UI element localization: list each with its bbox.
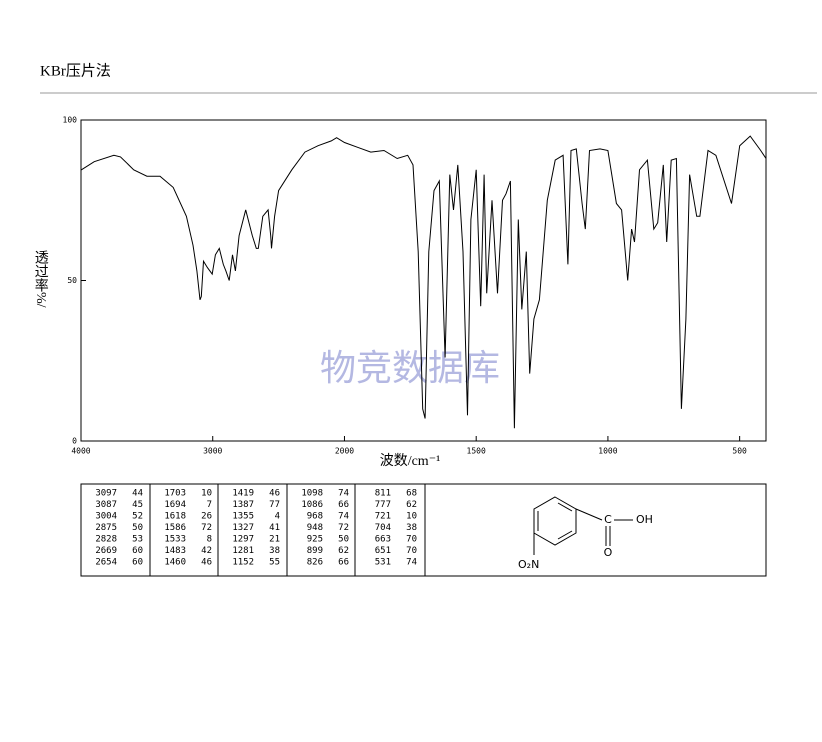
peak-transmittance: 44 bbox=[132, 489, 143, 499]
peak-transmittance: 53 bbox=[132, 535, 143, 545]
structure-label: O bbox=[604, 546, 613, 559]
peak-transmittance: 66 bbox=[338, 558, 349, 568]
peak-transmittance: 72 bbox=[338, 523, 349, 533]
peak-transmittance: 74 bbox=[338, 512, 349, 522]
peak-transmittance: 70 bbox=[406, 535, 417, 545]
structure-label: OH bbox=[636, 513, 653, 526]
x-tick-label: 1000 bbox=[598, 447, 617, 456]
peak-wavenumber: 1694 bbox=[164, 500, 186, 510]
peak-wavenumber: 1533 bbox=[164, 535, 186, 545]
peak-wavenumber: 1618 bbox=[164, 512, 186, 522]
peak-transmittance: 70 bbox=[406, 546, 417, 556]
peak-transmittance: 74 bbox=[338, 489, 349, 499]
peak-transmittance: 77 bbox=[269, 500, 280, 510]
x-tick-label: 3000 bbox=[203, 447, 222, 456]
structure-label: O₂N bbox=[518, 558, 539, 571]
peak-wavenumber: 2669 bbox=[95, 546, 117, 556]
peak-wavenumber: 1297 bbox=[232, 535, 254, 545]
peak-transmittance: 50 bbox=[132, 523, 143, 533]
peak-wavenumber: 811 bbox=[375, 489, 391, 499]
peak-wavenumber: 1355 bbox=[232, 512, 254, 522]
peak-transmittance: 42 bbox=[201, 546, 212, 556]
peak-wavenumber: 1086 bbox=[301, 500, 323, 510]
peak-wavenumber: 2828 bbox=[95, 535, 117, 545]
peak-wavenumber: 968 bbox=[307, 512, 323, 522]
peak-transmittance: 10 bbox=[406, 512, 417, 522]
peak-wavenumber: 1152 bbox=[232, 558, 254, 568]
peak-transmittance: 7 bbox=[207, 500, 212, 510]
peak-transmittance: 4 bbox=[275, 512, 280, 522]
peak-wavenumber: 1419 bbox=[232, 489, 254, 499]
peak-transmittance: 60 bbox=[132, 558, 143, 568]
page-title: KBr压片法 bbox=[40, 62, 111, 79]
peak-transmittance: 26 bbox=[201, 512, 212, 522]
peak-transmittance: 38 bbox=[406, 523, 417, 533]
y-tick-label: 0 bbox=[72, 437, 77, 446]
structure bbox=[533, 496, 633, 555]
peak-wavenumber: 1483 bbox=[164, 546, 186, 556]
peak-wavenumber: 3097 bbox=[95, 489, 117, 499]
peak-wavenumber: 1387 bbox=[232, 500, 254, 510]
peak-transmittance: 38 bbox=[269, 546, 280, 556]
peak-wavenumber: 899 bbox=[307, 546, 323, 556]
peak-wavenumber: 1460 bbox=[164, 558, 186, 568]
peak-wavenumber: 3087 bbox=[95, 500, 117, 510]
x-tick-label: 4000 bbox=[71, 447, 90, 456]
peak-transmittance: 46 bbox=[269, 489, 280, 499]
y-axis-label: 透过率%/ bbox=[33, 250, 49, 308]
y-tick-label: 50 bbox=[67, 276, 77, 285]
peak-transmittance: 45 bbox=[132, 500, 143, 510]
x-tick-label: 2000 bbox=[335, 447, 354, 456]
watermark: 物竞数据库 bbox=[320, 348, 500, 389]
peak-wavenumber: 3004 bbox=[95, 512, 117, 522]
peak-wavenumber: 704 bbox=[375, 523, 391, 533]
peak-transmittance: 8 bbox=[207, 535, 212, 545]
peak-table bbox=[80, 483, 767, 577]
peak-wavenumber: 651 bbox=[375, 546, 391, 556]
peak-transmittance: 74 bbox=[406, 558, 417, 568]
peak-wavenumber: 777 bbox=[375, 500, 391, 510]
peak-wavenumber: 1098 bbox=[301, 489, 323, 499]
peak-transmittance: 62 bbox=[338, 546, 349, 556]
peak-wavenumber: 1327 bbox=[232, 523, 254, 533]
peak-transmittance: 41 bbox=[269, 523, 280, 533]
peak-transmittance: 60 bbox=[132, 546, 143, 556]
peak-wavenumber: 531 bbox=[375, 558, 391, 568]
peak-wavenumber: 2654 bbox=[95, 558, 117, 568]
peak-wavenumber: 663 bbox=[375, 535, 391, 545]
peak-transmittance: 72 bbox=[201, 523, 212, 533]
structure-atom: C bbox=[604, 513, 612, 526]
peak-wavenumber: 2875 bbox=[95, 523, 117, 533]
peak-transmittance: 21 bbox=[269, 535, 280, 545]
peak-wavenumber: 925 bbox=[307, 535, 323, 545]
y-tick-label: 100 bbox=[63, 116, 78, 125]
peak-transmittance: 62 bbox=[406, 500, 417, 510]
x-tick-label: 1500 bbox=[467, 447, 486, 456]
peak-wavenumber: 1281 bbox=[232, 546, 254, 556]
peak-wavenumber: 948 bbox=[307, 523, 323, 533]
peak-transmittance: 66 bbox=[338, 500, 349, 510]
peak-transmittance: 55 bbox=[269, 558, 280, 568]
peak-wavenumber: 1703 bbox=[164, 489, 186, 499]
peak-wavenumber: 721 bbox=[375, 512, 391, 522]
peak-transmittance: 68 bbox=[406, 489, 417, 499]
spectrum-line bbox=[80, 135, 767, 429]
x-axis-label: 波数/cm⁻¹ bbox=[380, 453, 441, 469]
peak-wavenumber: 826 bbox=[307, 558, 323, 568]
peak-transmittance: 46 bbox=[201, 558, 212, 568]
peak-wavenumber: 1586 bbox=[164, 523, 186, 533]
peak-transmittance: 50 bbox=[338, 535, 349, 545]
x-tick-label: 500 bbox=[732, 447, 747, 456]
peak-transmittance: 52 bbox=[132, 512, 143, 522]
peak-transmittance: 10 bbox=[201, 489, 212, 499]
